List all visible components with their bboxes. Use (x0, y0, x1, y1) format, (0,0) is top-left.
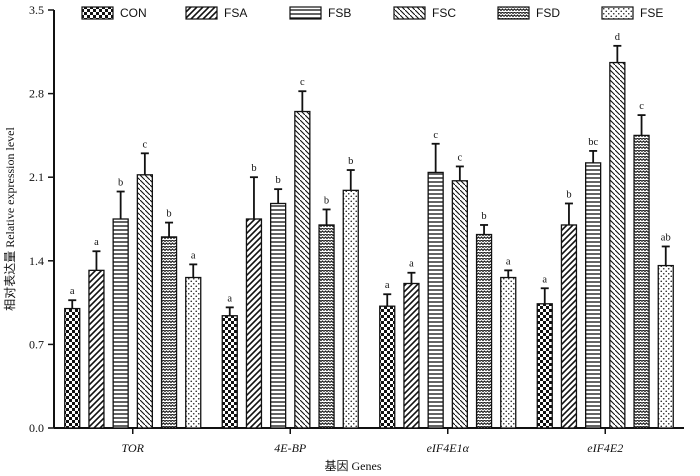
legend-label-fsd: FSD (536, 6, 560, 20)
bar-fsd-eif4e2 (633, 134, 650, 429)
significance-label: a (70, 286, 75, 297)
bar-fse-eif4e2 (657, 264, 674, 429)
bar-fsb-eif4e1 (427, 171, 444, 429)
x-ticks: TOR 4E-BP eIF4E1α eIF4E2 (122, 428, 623, 455)
bar-fsc-tor (136, 174, 154, 429)
y-axis-title: 相对表达量 Relative expression level (3, 127, 17, 311)
bar-con-tor (64, 307, 81, 429)
legend-label-fsb: FSB (328, 6, 351, 20)
significance-label: b (348, 156, 353, 167)
bar-fsa-tor (88, 269, 105, 429)
significance-label: b (251, 163, 256, 174)
legend-label-con: CON (120, 6, 147, 20)
x-tick-label-eif4e1: eIF4E1α (427, 441, 470, 455)
x-axis-title: 基因 Genes (325, 459, 382, 473)
bar-fsb-eif4e2 (585, 162, 602, 429)
bar-fsa-eif4e2 (560, 224, 578, 429)
legend-label-fsa: FSA (224, 6, 247, 20)
significance-label: bc (588, 137, 598, 148)
x-tick-label-eif4e2: eIF4E2 (587, 441, 623, 455)
bar-fsa-eif4e1 (403, 282, 420, 429)
legend-swatch-fsc (393, 6, 426, 20)
significance-label: c (433, 130, 438, 141)
y-tick-label: 1.4 (29, 254, 44, 268)
legend-swatch-fsb (289, 6, 322, 20)
significance-label: a (94, 237, 99, 248)
x-tick-label-4e-bp: 4E-BP (274, 441, 307, 455)
significance-label: a (506, 256, 511, 267)
legend-swatch-fse (601, 6, 634, 20)
bar-fsd-tor (160, 236, 178, 429)
bar-fsc-eif4e1 (451, 180, 469, 429)
significance-label: c (458, 152, 463, 163)
x-tick-label-tor: TOR (122, 441, 145, 455)
legend-swatch-con (81, 6, 114, 20)
significance-label: a (409, 259, 414, 270)
significance-label: d (615, 32, 621, 43)
bar-fsd-4e-bp (318, 224, 335, 429)
significance-label: ab (661, 232, 671, 243)
significance-label: b (118, 178, 123, 189)
y-tick-label: 3.5 (29, 3, 44, 17)
y-ticks: 0.0 0.7 1.4 2.1 2.8 3.5 (29, 3, 54, 435)
y-tick-label: 2.8 (29, 87, 44, 101)
bar-fse-tor (185, 276, 202, 429)
significance-label: b (324, 195, 329, 206)
significance-label: a (191, 250, 196, 261)
significance-label: a (542, 274, 547, 285)
legend-swatch-fsa (185, 6, 218, 20)
bar-con-4e-bp (221, 315, 238, 429)
bar-con-eif4e2 (536, 303, 553, 429)
bar-fsc-4e-bp (294, 110, 311, 429)
y-tick-label: 2.1 (29, 170, 44, 184)
y-tick-label: 0.7 (29, 337, 44, 351)
axes (53, 10, 684, 429)
bar-fse-eif4e1 (500, 276, 517, 429)
significance-label: b (166, 209, 171, 220)
legend: CON FSA FSB FSC FSD FSE (81, 6, 663, 20)
y-tick-label: 0.0 (29, 421, 44, 435)
legend-label-fse: FSE (640, 6, 663, 20)
bar-fsa-4e-bp (245, 218, 263, 429)
significance-label: b (276, 175, 281, 186)
bar-fse-4e-bp (342, 189, 359, 429)
significance-label: b (566, 189, 571, 200)
legend-label-fsc: FSC (432, 6, 456, 20)
significance-label: b (481, 211, 486, 222)
bar-fsb-tor (112, 218, 129, 429)
bar-fsb-4e-bp (269, 202, 287, 429)
bar-fsd-eif4e1 (475, 233, 493, 429)
significance-label: c (143, 139, 148, 150)
significance-label: a (385, 280, 390, 291)
bar-con-eif4e1 (379, 305, 396, 429)
significance-label: a (227, 293, 232, 304)
bar-fsc-eif4e2 (609, 61, 626, 429)
significance-label: c (639, 101, 644, 112)
significance-label: c (300, 77, 305, 88)
legend-swatch-fsd (497, 6, 530, 20)
